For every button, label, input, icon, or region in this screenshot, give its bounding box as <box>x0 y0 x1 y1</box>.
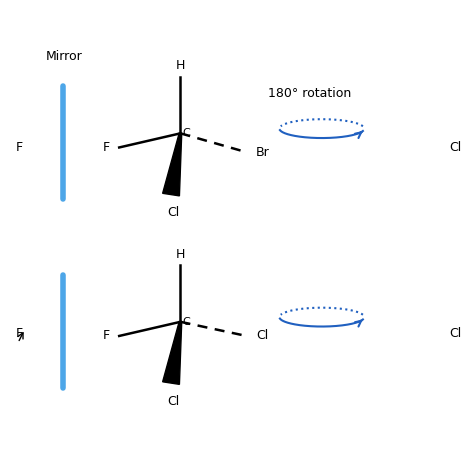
Text: F: F <box>103 329 110 342</box>
Text: Br: Br <box>256 146 270 159</box>
Text: C: C <box>183 128 191 138</box>
Text: Cl: Cl <box>256 329 268 342</box>
Text: H: H <box>176 247 185 261</box>
Polygon shape <box>163 133 182 196</box>
Text: Cl: Cl <box>167 206 180 219</box>
Text: Cl: Cl <box>449 141 461 154</box>
Text: Cl: Cl <box>449 327 461 340</box>
Text: F: F <box>103 141 110 154</box>
Text: F: F <box>16 327 23 340</box>
Text: C: C <box>183 317 191 327</box>
Text: 180° rotation: 180° rotation <box>268 87 352 100</box>
Text: H: H <box>176 59 185 72</box>
Polygon shape <box>163 322 182 384</box>
Text: F: F <box>16 141 23 154</box>
Text: Mirror: Mirror <box>46 50 83 63</box>
Text: Cl: Cl <box>167 395 180 408</box>
